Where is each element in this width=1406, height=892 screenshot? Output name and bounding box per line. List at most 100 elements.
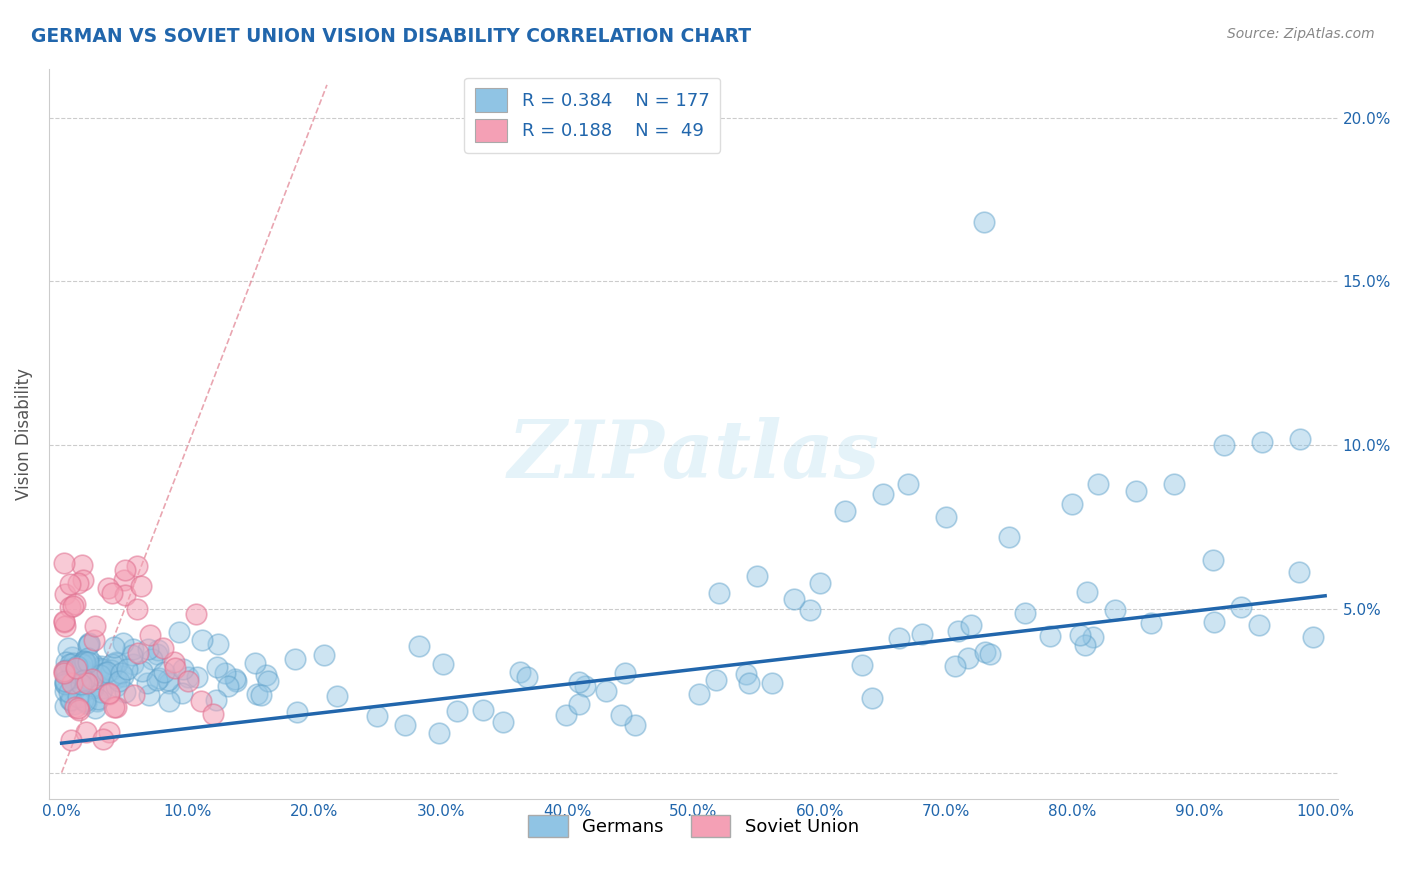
Point — [103, 699, 125, 714]
Point — [214, 666, 236, 681]
Point — [91, 662, 114, 676]
Point — [93, 665, 115, 680]
Point — [960, 618, 983, 632]
Text: Source: ZipAtlas.com: Source: ZipAtlas.com — [1227, 27, 1375, 41]
Point — [1302, 630, 1324, 644]
Point — [55, 673, 77, 688]
Point — [745, 569, 768, 583]
Point — [145, 673, 167, 688]
Point — [446, 704, 468, 718]
Point — [59, 733, 82, 747]
Point — [72, 558, 94, 573]
Point — [946, 624, 969, 639]
Point — [872, 487, 894, 501]
Point — [146, 647, 169, 661]
Point — [889, 631, 911, 645]
Point — [136, 641, 159, 656]
Point — [66, 701, 89, 715]
Point — [58, 693, 80, 707]
Point — [60, 650, 83, 665]
Point — [108, 673, 131, 688]
Point — [76, 655, 98, 669]
Point — [82, 679, 104, 693]
Point — [1014, 606, 1036, 620]
Point — [83, 619, 105, 633]
Point — [53, 615, 76, 629]
Point — [53, 556, 76, 570]
Point — [1062, 497, 1084, 511]
Point — [326, 689, 349, 703]
Point — [204, 692, 226, 706]
Point — [141, 651, 163, 665]
Point — [207, 637, 229, 651]
Point — [75, 693, 97, 707]
Point — [110, 666, 132, 681]
Point — [624, 718, 647, 732]
Point — [103, 640, 125, 655]
Point — [169, 624, 191, 639]
Point — [53, 587, 76, 601]
Point — [104, 679, 127, 693]
Point — [186, 670, 208, 684]
Point — [250, 689, 273, 703]
Point — [138, 688, 160, 702]
Point — [1104, 603, 1126, 617]
Point — [60, 665, 83, 679]
Point — [285, 705, 308, 719]
Point — [176, 669, 198, 683]
Point — [80, 672, 103, 686]
Point — [568, 674, 591, 689]
Point — [834, 503, 856, 517]
Point — [55, 663, 77, 677]
Point — [163, 655, 186, 669]
Point — [472, 703, 495, 717]
Point — [202, 706, 225, 721]
Point — [104, 700, 127, 714]
Point — [860, 691, 883, 706]
Point — [509, 665, 531, 680]
Point — [170, 686, 193, 700]
Text: GERMAN VS SOVIET UNION VISION DISABILITY CORRELATION CHART: GERMAN VS SOVIET UNION VISION DISABILITY… — [31, 27, 751, 45]
Point — [72, 662, 94, 676]
Point — [66, 659, 89, 673]
Point — [97, 581, 120, 595]
Point — [70, 663, 93, 677]
Point — [172, 662, 194, 676]
Point — [96, 665, 118, 680]
Point — [129, 579, 152, 593]
Point — [91, 664, 114, 678]
Point — [63, 681, 86, 696]
Point — [1202, 615, 1225, 630]
Point — [73, 654, 96, 668]
Point — [114, 684, 136, 698]
Point — [516, 670, 538, 684]
Point — [935, 510, 957, 524]
Point — [60, 676, 83, 690]
Point — [246, 687, 269, 701]
Point — [77, 650, 100, 665]
Point — [76, 672, 98, 686]
Point — [67, 690, 90, 705]
Point — [1202, 553, 1225, 567]
Point — [1076, 585, 1098, 599]
Point — [737, 676, 759, 690]
Point — [1074, 638, 1097, 652]
Point — [974, 644, 997, 658]
Point — [67, 675, 90, 690]
Point — [125, 558, 148, 573]
Point — [122, 688, 145, 702]
Point — [53, 666, 76, 681]
Point — [1251, 434, 1274, 449]
Point — [225, 674, 247, 689]
Point — [761, 675, 783, 690]
Point — [55, 664, 77, 678]
Point — [121, 648, 143, 662]
Point — [394, 718, 416, 732]
Point — [98, 685, 121, 699]
Point — [127, 602, 149, 616]
Point — [101, 585, 124, 599]
Point — [98, 725, 121, 739]
Point — [127, 646, 149, 660]
Point — [595, 684, 617, 698]
Point — [157, 676, 180, 690]
